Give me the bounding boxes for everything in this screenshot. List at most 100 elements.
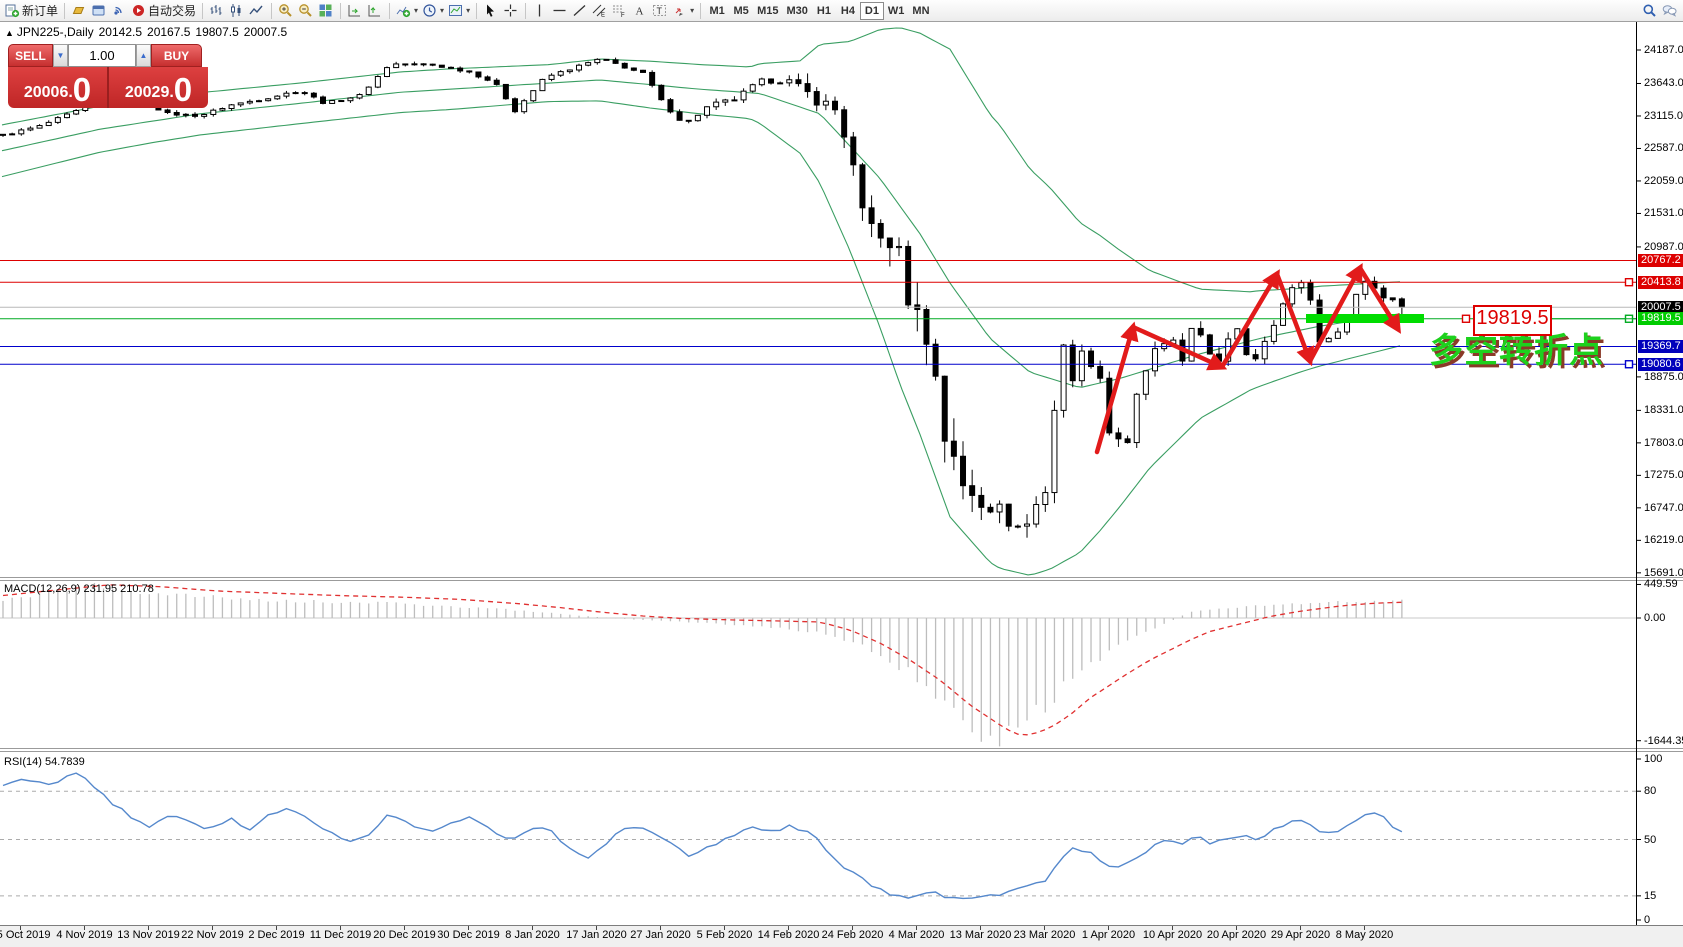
bar-chart-button[interactable] <box>207 1 227 21</box>
callout-anchor-handle[interactable] <box>1461 314 1471 323</box>
date-axis-label: 17 Jan 2020 <box>566 929 627 941</box>
date-axis-label: 10 Apr 2020 <box>1142 929 1203 941</box>
date-axis-label: 2 Dec 2019 <box>248 929 305 941</box>
trend-arrow[interactable] <box>1274 271 1315 367</box>
timeframe-w1[interactable]: W1 <box>884 2 909 20</box>
toolbar-separator <box>700 2 702 19</box>
buy-price[interactable]: 20029. 0 <box>109 67 208 108</box>
toolbar-separator <box>202 2 204 19</box>
line-anchor-handle[interactable] <box>1624 277 1634 287</box>
timeframe-m5[interactable]: M5 <box>729 2 753 20</box>
cursor-icon <box>483 3 498 18</box>
trend-arrow[interactable] <box>1094 321 1139 455</box>
svg-text:T: T <box>657 6 663 16</box>
trend-arrow[interactable] <box>1357 265 1401 334</box>
chat-button[interactable] <box>1660 1 1680 21</box>
timeframe-d1[interactable]: D1 <box>859 1 884 20</box>
timeframe-mn[interactable]: MN <box>908 2 933 20</box>
timeframe-m1[interactable]: M1 <box>705 2 729 20</box>
trend-arrow[interactable] <box>1219 269 1280 370</box>
dropdown-arrow-icon: ▾ <box>440 6 445 15</box>
price-level-tag: 20413.8 <box>1638 275 1683 289</box>
fibonacci-button[interactable]: F <box>610 1 630 21</box>
price-axis-label: 18331.0 <box>1644 404 1683 417</box>
support-highlight-bar[interactable] <box>1306 314 1424 323</box>
trend-arrow[interactable] <box>1307 263 1363 364</box>
volume-input[interactable] <box>68 44 136 67</box>
candle-chart-button[interactable] <box>227 1 247 21</box>
arrows-button[interactable]: ▾ <box>670 1 696 21</box>
price-level-tag: 19080.6 <box>1638 357 1683 371</box>
price-level-tag: 20007.5 <box>1638 300 1683 314</box>
price-axis-label: 24187.0 <box>1644 44 1683 56</box>
price-axis-label: 23115.0 <box>1644 109 1683 122</box>
search-icon <box>1642 3 1657 18</box>
date-axis-label: 23 Mar 2020 <box>1013 929 1076 941</box>
price-callout-label[interactable]: 19819.5 <box>1473 305 1552 336</box>
indicators-icon <box>396 3 411 18</box>
timeframe-h4[interactable]: H4 <box>836 2 860 20</box>
turning-point-note[interactable]: 多空转折点 <box>1429 332 1604 370</box>
date-axis-label: 8 May 2020 <box>1335 929 1394 941</box>
line-anchor-handle[interactable] <box>1624 360 1634 369</box>
chart-shift-button[interactable] <box>365 1 385 21</box>
zoom-in-button[interactable] <box>276 1 296 21</box>
gold-button[interactable] <box>69 1 89 21</box>
date-axis-label: 27 Jan 2020 <box>630 929 691 941</box>
text-button[interactable]: A <box>630 1 650 21</box>
trendline-button[interactable] <box>570 1 590 21</box>
price-axis-label: 18875.0 <box>1644 370 1683 383</box>
price-level-tag: 19819.5 <box>1638 312 1683 326</box>
periods-button[interactable]: ▾ <box>420 1 446 21</box>
profiles-button[interactable] <box>89 1 109 21</box>
new-order-button[interactable]: 新订单 <box>3 1 60 21</box>
date-axis-label: 13 Mar 2020 <box>949 929 1012 941</box>
macd-histogram-layer <box>2 582 1403 747</box>
zoom-out-button[interactable] <box>296 1 316 21</box>
timeframe-m15[interactable]: M15 <box>753 2 782 20</box>
search-button[interactable] <box>1640 1 1660 21</box>
buy-price-dot: . <box>169 84 174 101</box>
sell-button[interactable]: SELL <box>8 44 53 67</box>
sell-price-dot: . <box>68 84 73 101</box>
crosshair-button[interactable] <box>501 1 521 21</box>
price-divider <box>107 67 109 108</box>
date-axis-label: 13 Nov 2019 <box>117 929 180 941</box>
tile-icon <box>318 3 333 18</box>
volume-decrease-button[interactable]: ▼ <box>53 44 68 67</box>
channel-button[interactable]: E <box>590 1 610 21</box>
rsi-axis-label: 0 <box>1644 914 1651 926</box>
chevron-up-icon: ▲ <box>139 51 148 60</box>
timeframe-m30[interactable]: M30 <box>783 2 812 20</box>
date-axis-label: 1 Apr 2020 <box>1081 929 1136 941</box>
vertical-line-button[interactable] <box>530 1 550 21</box>
ohlc-close: 20007.5 <box>243 25 288 39</box>
trendline-icon <box>572 3 587 18</box>
collapse-arrow-icon[interactable]: ▲ <box>5 28 14 38</box>
macd-pane[interactable] <box>0 582 1636 747</box>
horizontal-line-button[interactable] <box>550 1 570 21</box>
cursor-button[interactable] <box>481 1 501 21</box>
buy-button[interactable]: BUY <box>151 44 202 67</box>
timeframe-h1[interactable]: H1 <box>812 2 836 20</box>
toolbar-separator <box>389 2 391 19</box>
sell-price[interactable]: 20006. 0 <box>8 67 107 108</box>
trend-arrow[interactable] <box>1130 324 1228 371</box>
label-button[interactable]: T <box>650 1 670 21</box>
date-axis-label: 4 Nov 2019 <box>56 929 113 941</box>
volume-increase-button[interactable]: ▲ <box>136 44 151 67</box>
auto-scroll-button[interactable] <box>345 1 365 21</box>
rsi-line <box>2 772 1403 900</box>
indicators-button[interactable]: ▾ <box>394 1 420 21</box>
date-axis-label: 14 Feb 2020 <box>757 929 820 941</box>
templates-button[interactable]: ▾ <box>446 1 472 21</box>
macd-indicator-label: MACD(12,26,9) 231.95 210.78 <box>4 583 154 595</box>
rsi-axis-label: 50 <box>1644 833 1657 846</box>
date-axis-label: 30 Dec 2019 <box>437 929 500 941</box>
line-chart-button[interactable] <box>247 1 267 21</box>
tile-windows-button[interactable] <box>316 1 336 21</box>
autotrade-button[interactable]: 自动交易 <box>129 1 198 21</box>
template-icon <box>448 3 463 18</box>
signals-button[interactable] <box>109 1 129 21</box>
